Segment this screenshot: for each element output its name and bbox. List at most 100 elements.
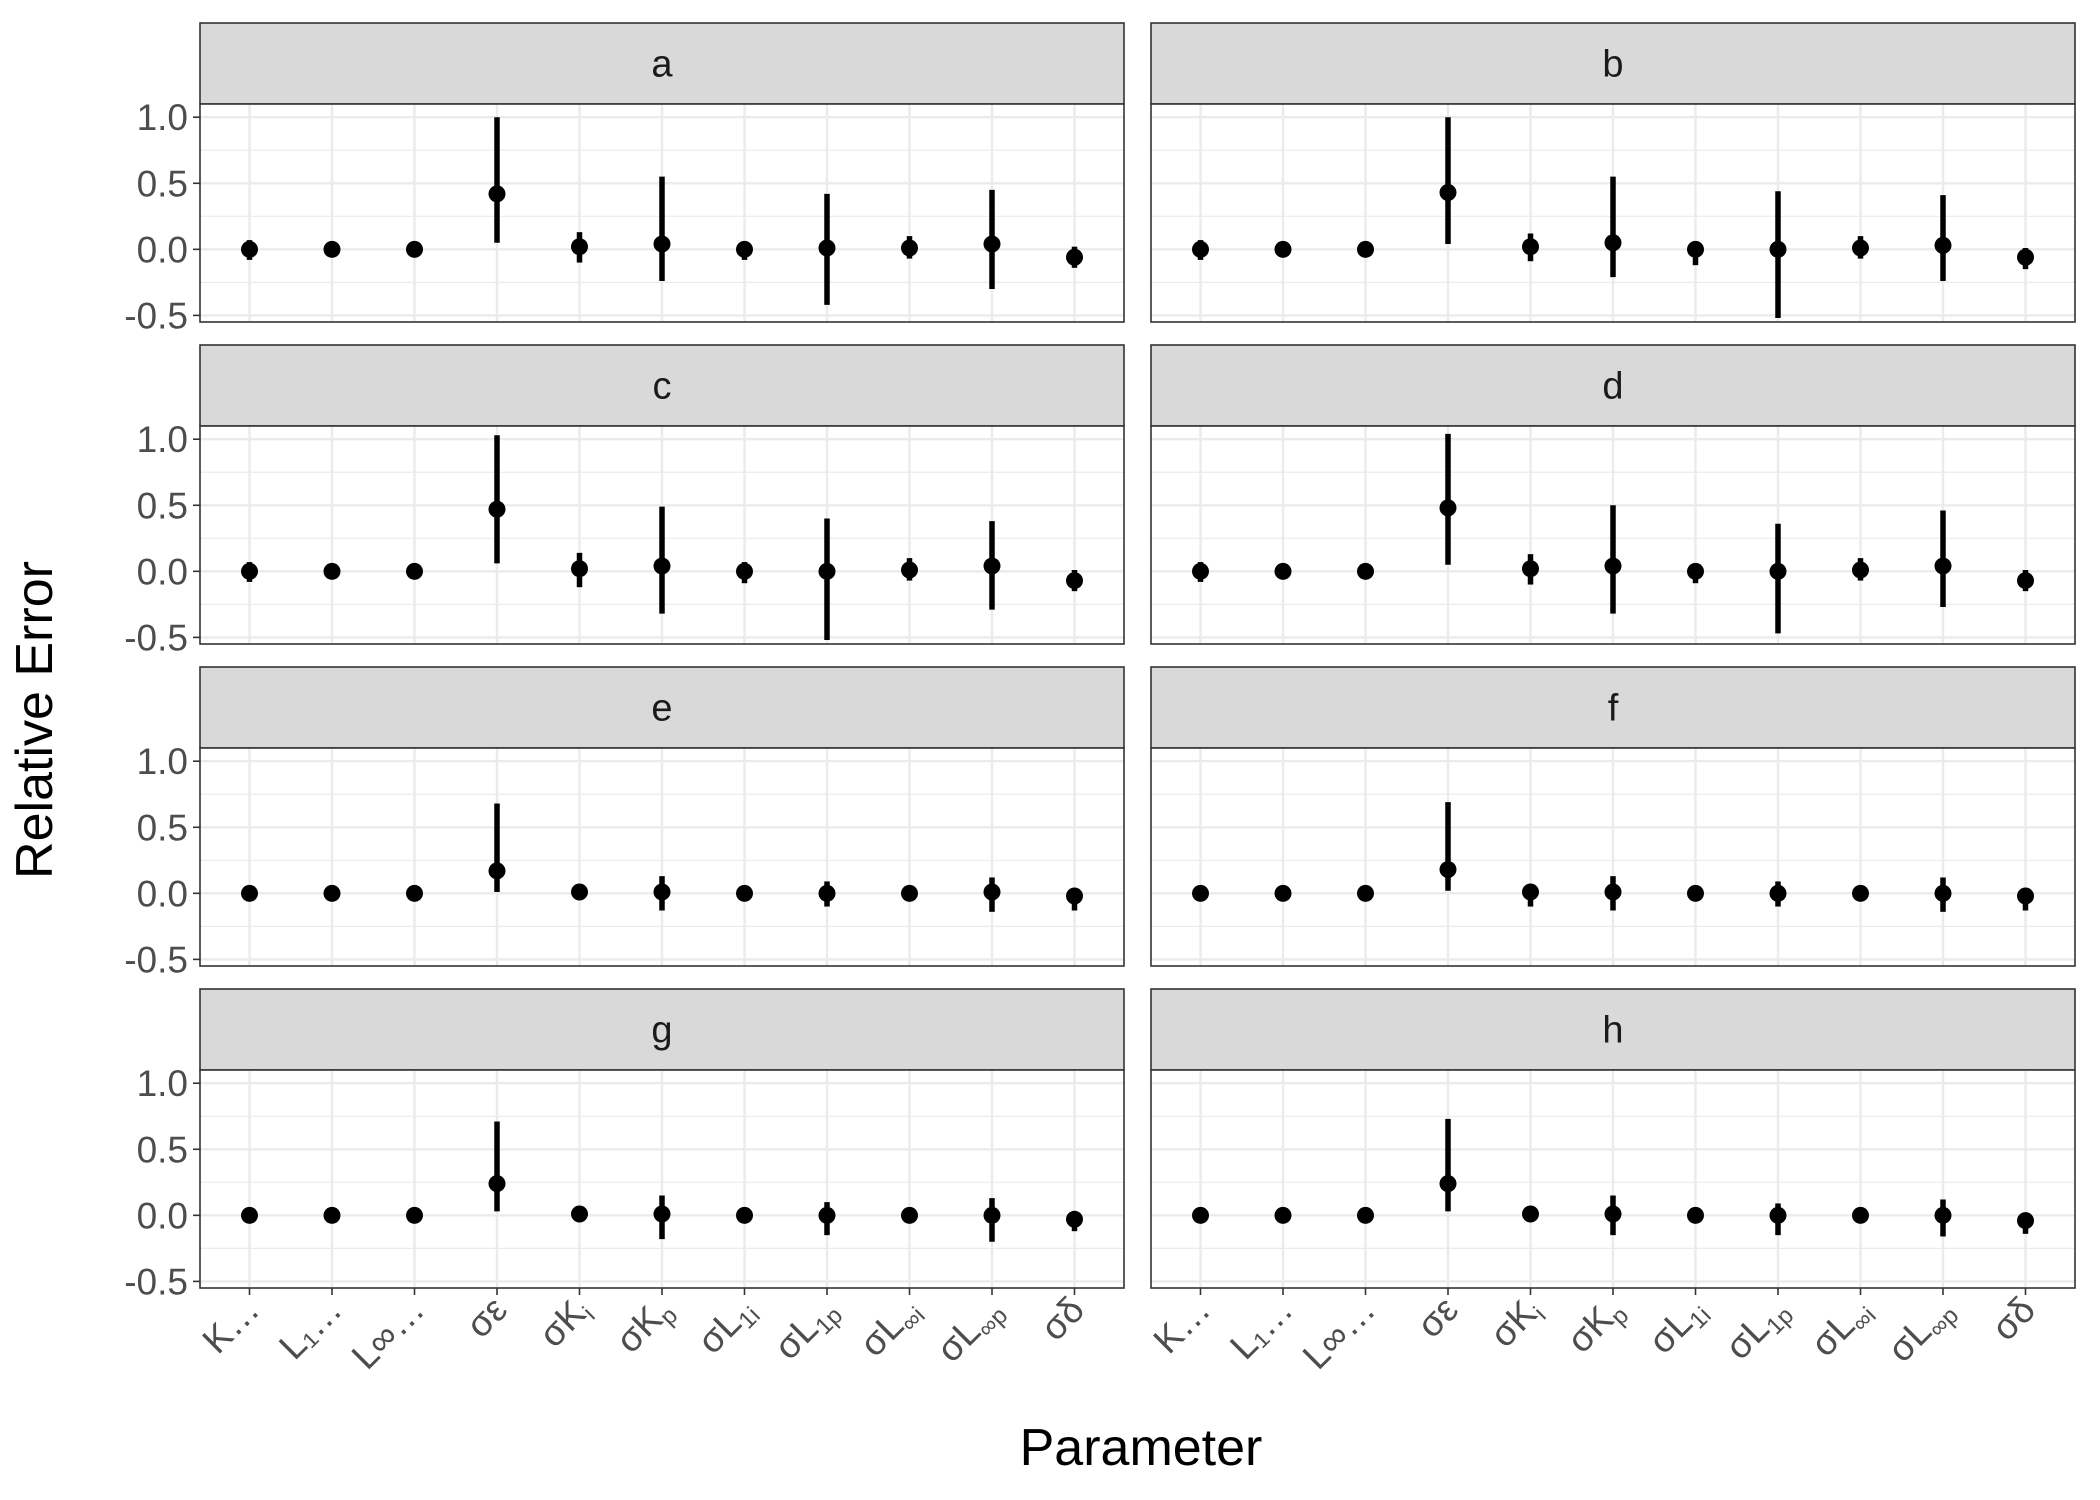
data-point [2017, 1212, 2034, 1230]
x-tick-label-main: K… [1146, 1289, 1219, 1362]
data-point [406, 884, 423, 902]
data-point [1357, 240, 1374, 258]
data-point [1934, 557, 1952, 575]
data-point [1769, 240, 1787, 258]
panel-e: e -0.5 0.0 0.5 1.0 [124, 666, 1125, 980]
x-tick-label-main: σε [1409, 1289, 1466, 1346]
panel-d: d [1150, 344, 2076, 645]
data-point [1066, 887, 1083, 905]
data-point [1439, 184, 1457, 202]
panel-border [1150, 425, 2076, 645]
data-point [983, 557, 1001, 575]
x-tick-label-main: K… [195, 1289, 268, 1362]
panels-layer: a -0.5 0.0 0.5 1.0 b c -0.5 0.0 0.5 1.0 d e -0.5 0.0 0.… [124, 22, 2076, 1302]
data-point [901, 239, 918, 257]
data-point [1274, 1206, 1292, 1224]
data-point [1192, 884, 1209, 902]
x-tick-label: L₁… [1222, 1289, 1301, 1368]
x-tick-label: σδ [1032, 1289, 1092, 1349]
data-point [901, 884, 918, 902]
facet-strip [199, 22, 1125, 105]
panel-f: f [1150, 666, 2076, 967]
panel-h: h [1150, 988, 2076, 1289]
panel-border [199, 747, 1125, 967]
panel-border [1150, 747, 2076, 967]
data-point [1604, 234, 1622, 252]
data-point [1066, 572, 1083, 590]
facet-strip-label: b [1602, 44, 1623, 86]
data-point [818, 884, 836, 902]
x-axis-title: Parameter [1020, 1419, 1263, 1477]
facet-strip [199, 666, 1125, 749]
data-point [1357, 562, 1374, 580]
x-tick-label-main: L₁… [271, 1289, 350, 1368]
data-point [1192, 562, 1209, 580]
facet-strip-label: h [1602, 1010, 1623, 1052]
data-point [488, 862, 506, 880]
data-point [736, 1206, 753, 1224]
x-tick-label-main: L∞… [1295, 1289, 1383, 1377]
data-point [571, 883, 588, 901]
y-tick-label: 0.5 [137, 1129, 188, 1170]
data-point [1934, 884, 1952, 902]
data-point [1192, 1206, 1209, 1224]
data-point [983, 883, 1001, 901]
data-point [901, 1206, 918, 1224]
x-tick-label-main: σδ [1032, 1289, 1092, 1349]
facet-strip [1150, 344, 2076, 427]
y-tick-label: -0.5 [124, 939, 188, 980]
data-point [1852, 1206, 1869, 1224]
y-tick-label: 0.0 [137, 873, 188, 914]
data-point [488, 1175, 506, 1193]
x-tick-label: σL∞i [852, 1289, 931, 1368]
y-tick-label: 0.0 [137, 229, 188, 270]
x-tick-label: σKi [1482, 1289, 1552, 1359]
data-point [406, 1206, 423, 1224]
facet-strip [1150, 22, 2076, 105]
data-point [1604, 883, 1622, 901]
data-point [1274, 884, 1292, 902]
data-point [1522, 560, 1539, 578]
data-point [1066, 1210, 1083, 1228]
data-point [571, 238, 588, 256]
data-point [1934, 1206, 1952, 1224]
data-point [818, 562, 836, 580]
data-point [1357, 884, 1374, 902]
panel-border [199, 425, 1125, 645]
data-point [1687, 1206, 1704, 1224]
data-point [1687, 884, 1704, 902]
data-point [1522, 238, 1539, 256]
x-tick-label-main: L∞… [344, 1289, 432, 1377]
data-point [488, 500, 506, 518]
data-point [241, 884, 258, 902]
data-point [1522, 1205, 1539, 1223]
facet-strip-label: g [651, 1010, 672, 1052]
data-point [323, 562, 341, 580]
data-point [1274, 240, 1292, 258]
data-point [2017, 248, 2034, 266]
data-point [1439, 1175, 1457, 1193]
data-point [488, 185, 506, 203]
panel-border [199, 103, 1125, 323]
data-point [653, 557, 671, 575]
x-tick-label: σKi [531, 1289, 601, 1359]
facet-strip [1150, 988, 2076, 1071]
x-tick-label: σδ [1983, 1289, 2043, 1349]
x-tick-label-main: σK [1482, 1292, 1545, 1355]
data-point [1769, 1206, 1787, 1224]
x-tick-label: σKp [1559, 1289, 1635, 1365]
data-point [1522, 883, 1539, 901]
x-tick-label: σL∞i [1803, 1289, 1882, 1368]
y-tick-label: 0.5 [137, 807, 188, 848]
data-point [1769, 562, 1787, 580]
data-point [736, 240, 753, 258]
x-tick-label-main: σK [531, 1292, 594, 1355]
data-point [571, 560, 588, 578]
x-tick-label: L₁… [271, 1289, 350, 1368]
data-point [1604, 557, 1622, 575]
data-point [1852, 884, 1869, 902]
data-point [1852, 239, 1869, 257]
data-point [323, 240, 341, 258]
y-tick-label: 1.0 [137, 97, 188, 138]
x-tick-label: L∞… [344, 1289, 432, 1377]
